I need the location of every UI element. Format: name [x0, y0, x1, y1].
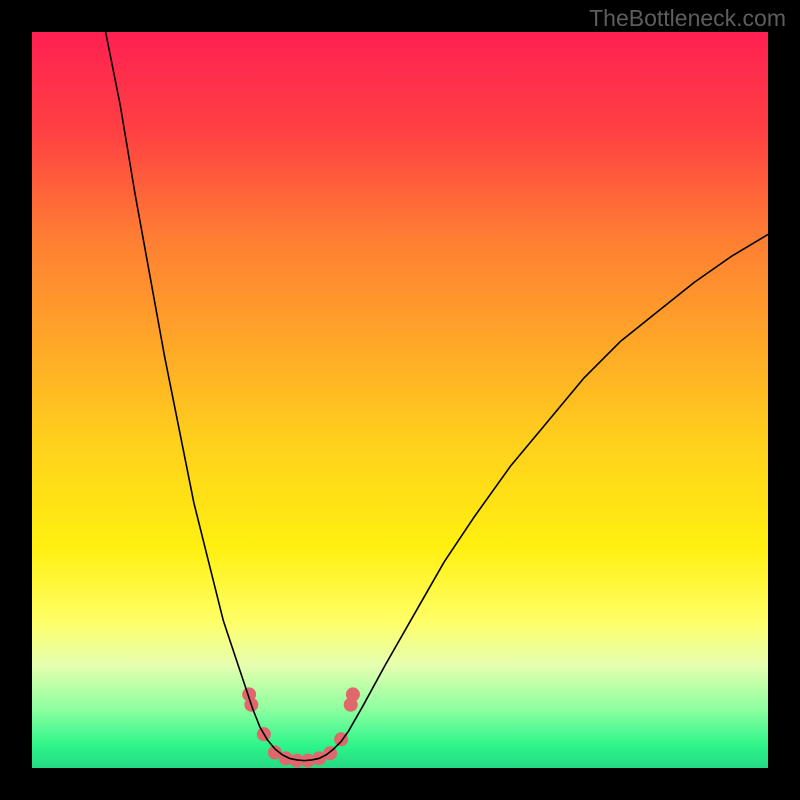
chart-stage: TheBottleneck.com	[0, 0, 800, 800]
watermark-text: TheBottleneck.com	[589, 5, 786, 32]
plot-gradient-background	[32, 32, 768, 768]
chart-svg	[0, 0, 800, 800]
threshold-marker	[346, 687, 360, 701]
